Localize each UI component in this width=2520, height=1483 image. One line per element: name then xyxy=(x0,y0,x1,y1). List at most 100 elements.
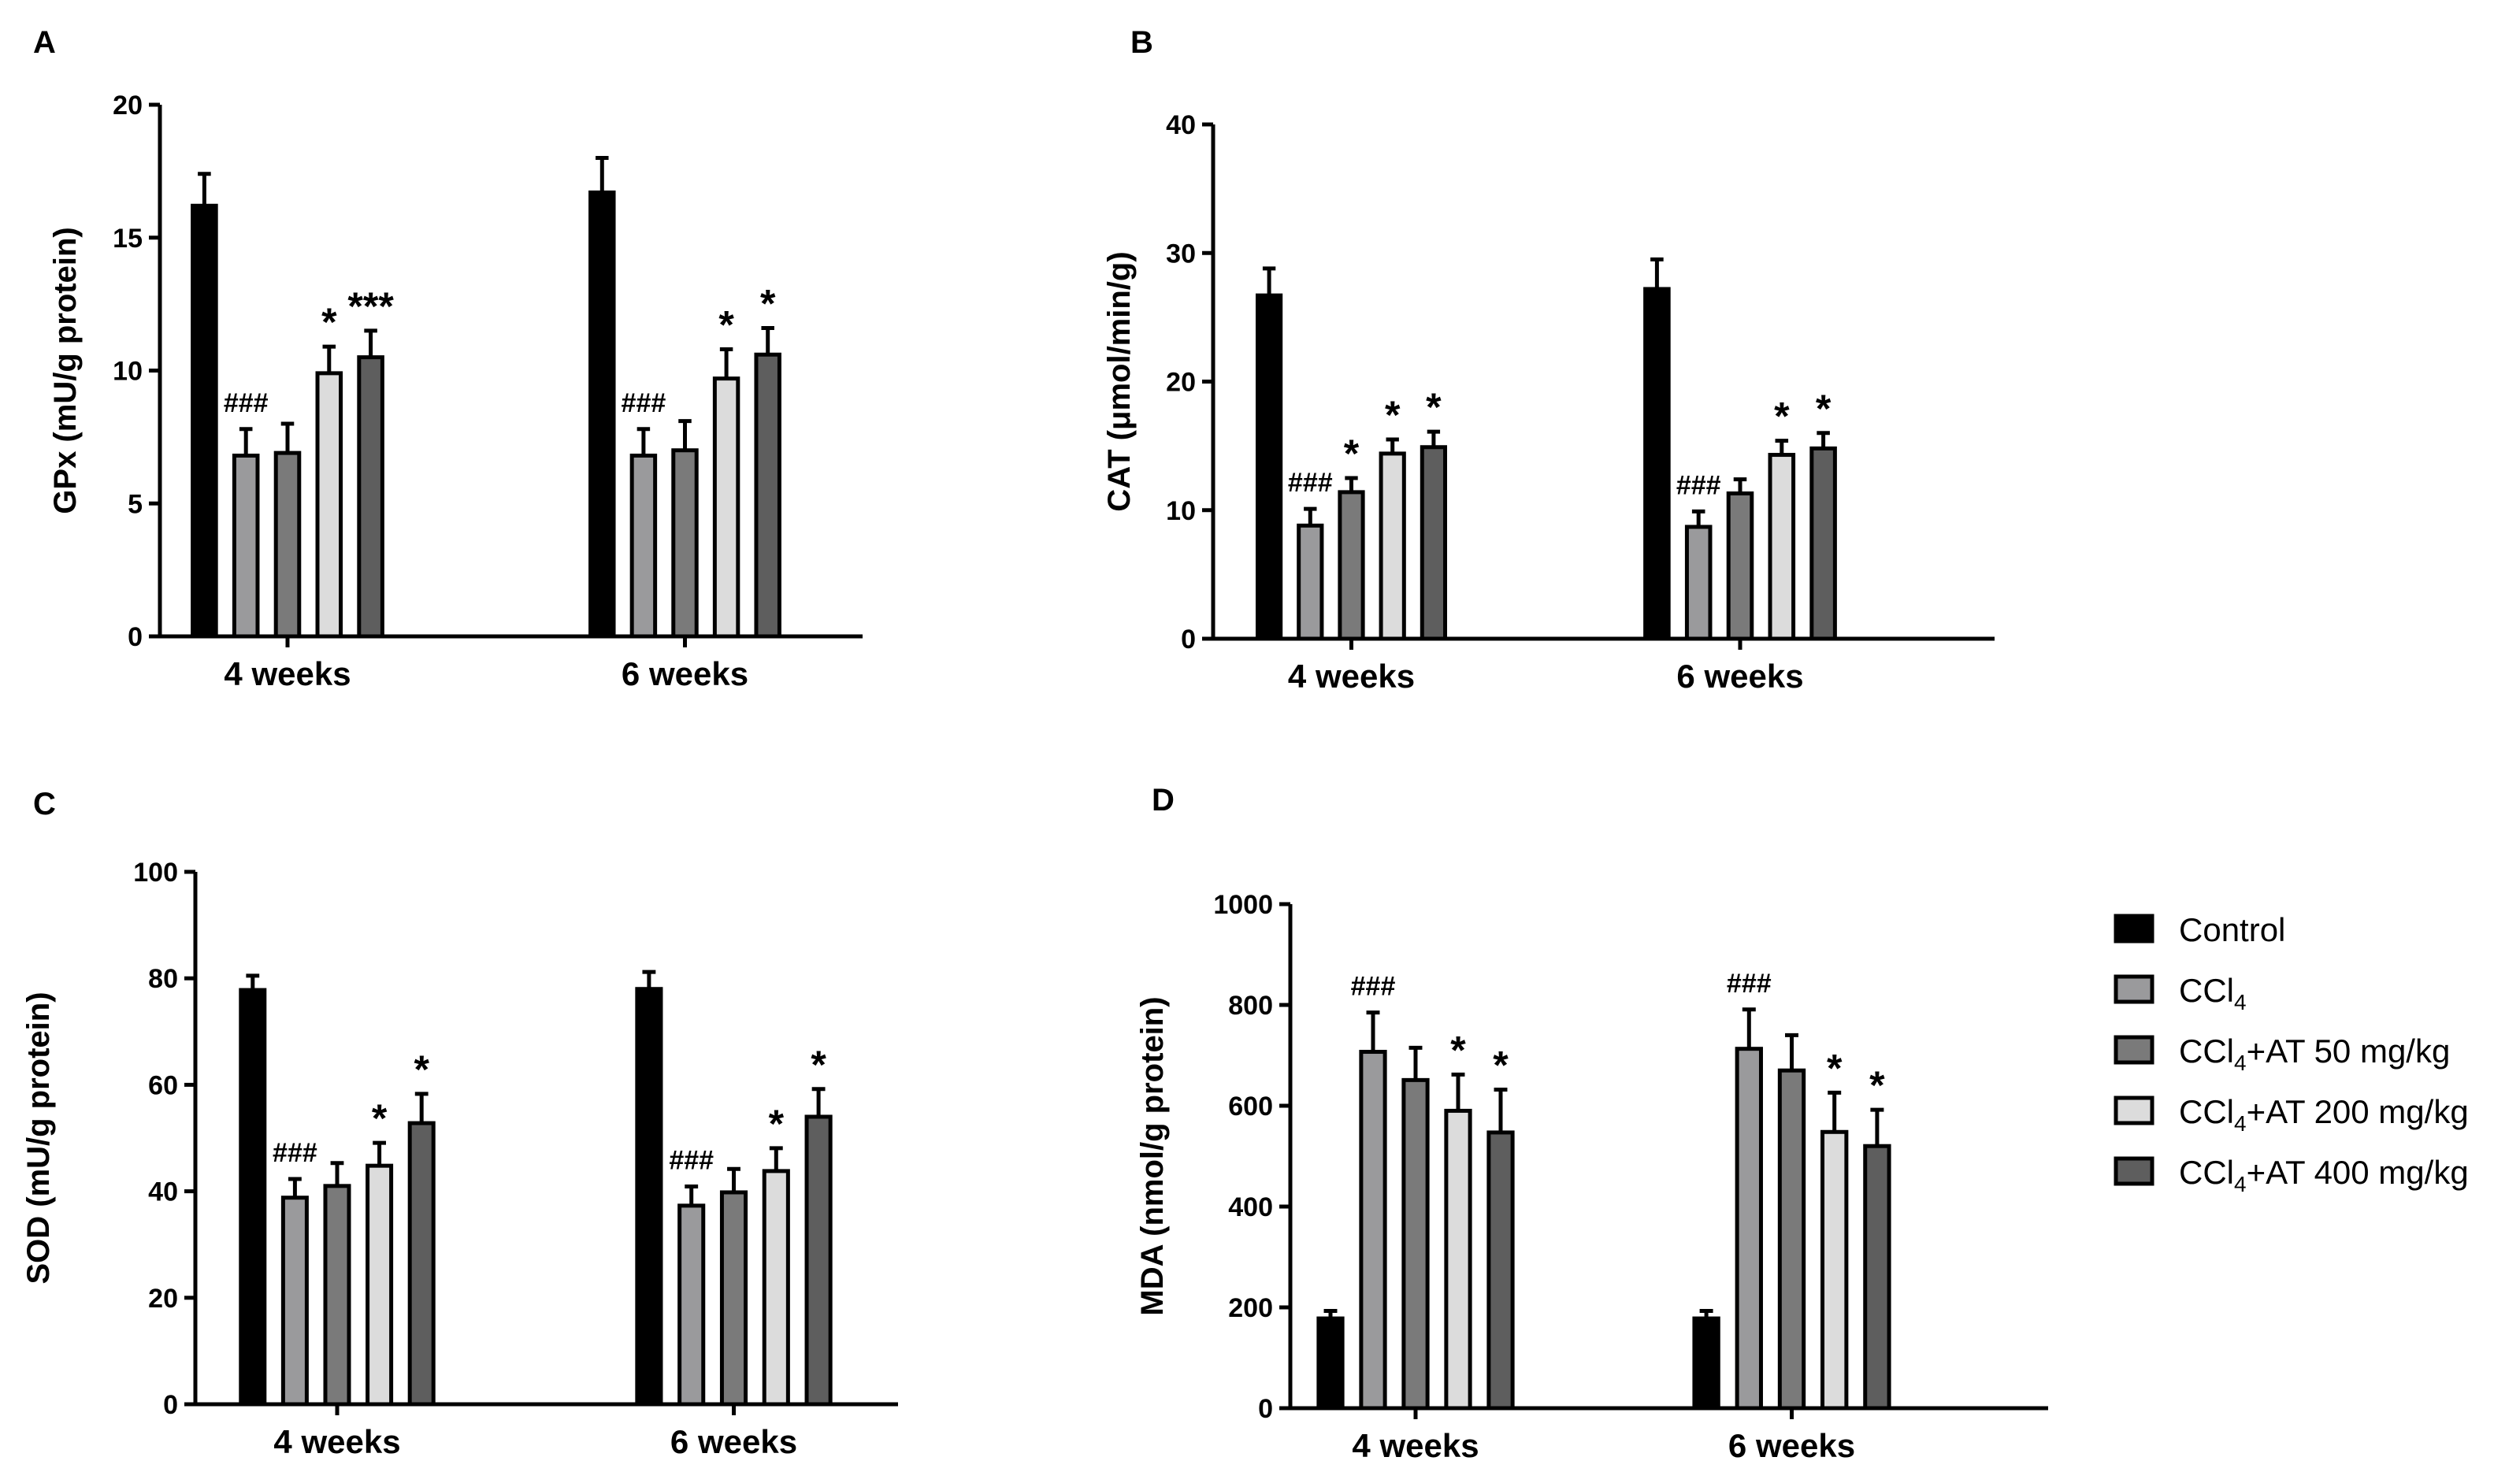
bar xyxy=(1735,1047,1763,1411)
significance-star: * xyxy=(1869,1063,1885,1107)
significance-star: * xyxy=(1450,1028,1466,1072)
y-tick-label: 100 xyxy=(133,858,178,888)
legend-swatch xyxy=(2114,914,2154,944)
panel-letter: B xyxy=(1130,25,1153,60)
bar xyxy=(1379,451,1406,641)
bar xyxy=(635,987,663,1407)
significance-hash: ### xyxy=(1676,470,1721,500)
significance-star: * xyxy=(760,282,776,326)
bar xyxy=(1777,1068,1806,1411)
significance-star: * xyxy=(414,1047,429,1092)
panel-letter: C xyxy=(33,787,56,821)
panel-letter: A xyxy=(33,25,56,60)
bar xyxy=(677,1203,706,1407)
bar xyxy=(191,203,218,639)
legend-label-rest: +AT 50 mg/kg xyxy=(2247,1033,2451,1070)
bar xyxy=(1420,445,1448,641)
legend-label: CCl4 xyxy=(2179,972,2247,1014)
significance-star: * xyxy=(1816,387,1832,431)
y-tick-label: 600 xyxy=(1228,1092,1273,1122)
bar xyxy=(1809,446,1837,641)
bar xyxy=(1255,293,1283,641)
y-tick-label: 40 xyxy=(148,1177,178,1207)
y-tick-label: 200 xyxy=(1228,1293,1273,1323)
significance-star: * xyxy=(1827,1046,1843,1090)
y-tick-label: 80 xyxy=(148,964,178,994)
bar xyxy=(323,1184,351,1407)
bar xyxy=(754,352,781,639)
bar xyxy=(1820,1129,1849,1411)
legend-label-rest: +AT 400 mg/kg xyxy=(2247,1154,2469,1191)
x-tick-label: 6 weeks xyxy=(1676,658,1803,695)
x-tick-label: 6 weeks xyxy=(1728,1427,1855,1464)
x-tick-label: 6 weeks xyxy=(670,1423,797,1460)
y-tick-label: 0 xyxy=(163,1390,178,1420)
significance-hash: ### xyxy=(622,388,666,418)
y-tick-label: 5 xyxy=(128,489,143,519)
bar xyxy=(804,1114,833,1407)
y-tick-label: 10 xyxy=(1166,496,1196,526)
x-tick-label: 4 weeks xyxy=(1288,658,1415,695)
y-axis-label: MDA (nmol/g protein) xyxy=(1135,996,1170,1315)
x-tick-label: 4 weeks xyxy=(1352,1427,1479,1464)
bar xyxy=(1486,1130,1515,1411)
significance-star: * xyxy=(769,1102,785,1146)
significance-star: * xyxy=(321,300,337,344)
bar xyxy=(1359,1050,1387,1411)
y-tick-label: 60 xyxy=(148,1070,178,1100)
y-axis-label: CAT (μmol/min/g) xyxy=(1102,251,1137,511)
bar xyxy=(1297,523,1324,641)
legend-label: Control xyxy=(2179,911,2285,948)
bar xyxy=(232,454,260,639)
significance-star: * xyxy=(1385,393,1401,437)
y-tick-label: 10 xyxy=(113,357,143,387)
y-axis-label: GPx (mU/g protein) xyxy=(48,227,83,513)
legend-label-rest: +AT 200 mg/kg xyxy=(2247,1093,2469,1130)
legend-label: CCl4+AT 400 mg/kg xyxy=(2179,1154,2469,1196)
y-tick-label: 800 xyxy=(1228,991,1273,1021)
x-tick-label: 4 weeks xyxy=(273,1423,400,1460)
significance-hash: ### xyxy=(273,1138,317,1168)
panel-C: C 0 20 40 60 80 100 SOD (mU/g protein) 4 weeks ##… xyxy=(21,787,898,1460)
x-tick-label: 4 weeks xyxy=(224,655,351,692)
bar xyxy=(1401,1077,1430,1411)
bar xyxy=(1768,453,1796,641)
panel-D: D 0 200 400 600 800 1000 MDA (nmol/g protein) 4 … xyxy=(1135,783,2048,1464)
bar xyxy=(1316,1316,1345,1411)
bar xyxy=(1338,490,1365,641)
legend-label-subscript: 4 xyxy=(2234,1051,2247,1075)
bar xyxy=(273,450,302,639)
y-tick-label: 0 xyxy=(1181,625,1196,654)
y-tick-label: 1000 xyxy=(1213,890,1273,920)
legend-label-subscript: 4 xyxy=(2234,1111,2247,1136)
significance-hash: ### xyxy=(669,1146,714,1176)
legend-swatch xyxy=(2114,1035,2154,1065)
y-axis-label: SOD (mU/g protein) xyxy=(21,992,56,1284)
legend-label-base: Control xyxy=(2179,911,2285,948)
bar xyxy=(712,376,740,639)
panel-letter: D xyxy=(1152,783,1175,818)
bar xyxy=(1692,1316,1720,1411)
significance-star: * xyxy=(1426,385,1442,429)
bar xyxy=(239,988,267,1407)
significance-star: * xyxy=(1344,432,1360,476)
bar xyxy=(629,454,658,639)
legend-label: CCl4+AT 200 mg/kg xyxy=(2179,1093,2469,1136)
legend-swatch xyxy=(2114,1096,2154,1125)
bar xyxy=(1684,525,1713,641)
bar xyxy=(762,1169,790,1407)
panel-B: B 0 10 20 30 40 CAT (μmol/min/g) 4 weeks ### * * * 6… xyxy=(1102,25,1995,695)
y-tick-label: 20 xyxy=(113,91,143,120)
y-tick-label: 15 xyxy=(113,224,143,254)
significance-star: * xyxy=(1493,1044,1509,1088)
legend-label-base: CCl xyxy=(2179,1033,2234,1070)
significance-hash: ### xyxy=(224,388,269,418)
bar xyxy=(588,190,616,639)
significance-hash: ### xyxy=(1727,969,1772,999)
bar xyxy=(407,1121,436,1407)
legend-label-subscript: 4 xyxy=(2234,1172,2247,1196)
bar xyxy=(1444,1108,1472,1411)
y-tick-label: 20 xyxy=(1166,368,1196,398)
